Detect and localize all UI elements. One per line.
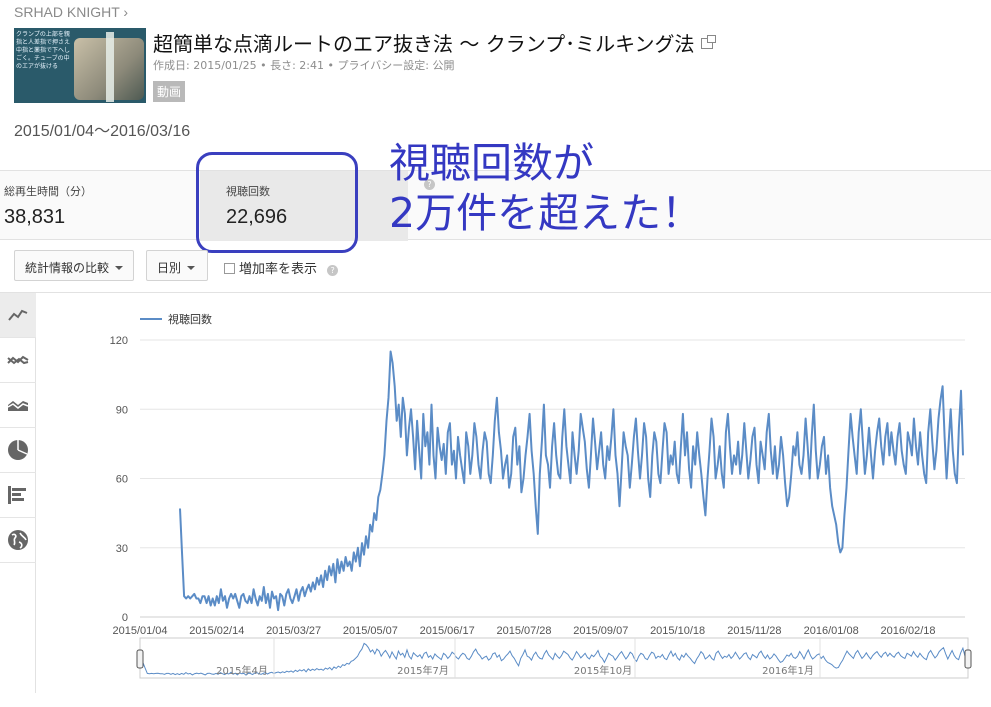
legend: 視聴回数	[140, 312, 212, 326]
chart-type-toolbar	[0, 293, 36, 693]
help-icon[interactable]: ?	[327, 265, 339, 276]
metric-value: 22,696	[226, 206, 288, 228]
metric-label: 総再生時間（分）	[4, 185, 92, 198]
range-navigator[interactable]: 2015年4月 2015年7月 2015年10月 2016年1月	[136, 637, 972, 679]
video-meta: 作成日: 2015/01/25 • 長さ: 2:41 • プライバシー設定: 公…	[153, 59, 455, 72]
y-tick-label: 120	[110, 335, 128, 347]
line-chart-icon[interactable]	[0, 293, 36, 338]
growth-checkbox[interactable]	[224, 263, 235, 274]
pie-chart-icon[interactable]	[0, 428, 36, 473]
range-label: 2015年10月	[574, 664, 632, 677]
chevron-down-icon	[115, 266, 124, 270]
metric-value: 38,831	[4, 206, 66, 228]
y-tick-label: 0	[122, 612, 128, 624]
range-label: 2015年7月	[397, 664, 449, 677]
metric-views[interactable]: 視聴回数 22,696 ?	[200, 171, 435, 241]
range-navigator-line	[142, 642, 966, 676]
area-chart-icon[interactable]	[0, 383, 36, 428]
thumbnail-tube	[106, 32, 114, 102]
compare-metrics-button[interactable]: 統計情報の比較	[14, 250, 134, 281]
y-axis-labels: 0 30 60 90 120	[110, 335, 128, 624]
section-divider	[0, 292, 991, 293]
range-handle-right[interactable]	[964, 649, 972, 669]
legend-label: 視聴回数	[168, 312, 212, 326]
metric-watch-time[interactable]: 総再生時間（分） 38,831 ?	[0, 171, 211, 241]
x-tick-label: 2015/07/28	[496, 625, 551, 637]
metrics-bar: 総再生時間（分） 38,831 ? 視聴回数 22,696 ?	[0, 170, 991, 241]
y-tick-label: 60	[116, 474, 128, 486]
channel-breadcrumb[interactable]: SRHAD KNIGHT ›	[14, 4, 129, 20]
annotation-text: 視聴回数が 2万件を超えた！	[389, 138, 702, 238]
growth-label: 増加率を表示	[239, 262, 318, 277]
x-tick-label: 2015/11/28	[727, 625, 781, 637]
x-tick-label: 2015/06/17	[420, 625, 475, 637]
annotation-line-2: 2万件を超えた！	[389, 189, 703, 237]
x-tick-label: 2015/09/07	[573, 625, 628, 637]
bar-chart-icon[interactable]	[0, 473, 36, 518]
multi-line-icon[interactable]	[0, 338, 36, 383]
x-tick-label: 2015/05/07	[343, 625, 398, 637]
metric-label: 視聴回数	[226, 185, 270, 198]
range-navigator-labels: 2015年4月 2015年7月 2015年10月 2016年1月	[216, 638, 821, 678]
x-tick-label: 2016/01/08	[804, 625, 859, 637]
gridlines	[140, 339, 965, 618]
y-tick-label: 30	[116, 543, 128, 555]
chevron-down-icon	[187, 266, 196, 270]
video-thumbnail[interactable]: クランプの上部を親指と人差指で押さえ中指と薬指で下へしごく。チューブの中のエアが…	[14, 28, 146, 103]
y-tick-label: 90	[116, 404, 128, 416]
interval-dropdown[interactable]: 日別	[146, 250, 208, 281]
globe-icon[interactable]	[0, 518, 36, 563]
video-title[interactable]: 超簡単な点滴ルートのエア抜き法 〜 クランプ･ミルキング法	[153, 28, 716, 57]
x-tick-label: 2015/10/18	[650, 625, 705, 637]
external-link-icon[interactable]	[700, 35, 716, 49]
help-icon[interactable]: ?	[424, 179, 435, 190]
compare-label: 統計情報の比較	[25, 261, 110, 275]
thumbnail-caption: クランプの上部を親指と人差指で押さえ中指と薬指で下へしごく。チューブの中のエアが…	[16, 31, 71, 70]
range-navigator-frame	[139, 637, 969, 679]
x-tick-label: 2016/02/18	[880, 625, 935, 637]
x-tick-label: 2015/03/27	[266, 625, 321, 637]
x-axis-labels: 2015/01/04 2015/02/14 2015/03/27 2015/05/07…	[112, 625, 935, 637]
annotation-line-1: 視聴回数が	[389, 139, 594, 187]
range-label: 2016年1月	[762, 664, 814, 677]
x-tick-label: 2015/01/04	[112, 625, 167, 637]
date-range[interactable]: 2015/01/04〜2016/03/16	[14, 123, 191, 140]
views-series-line	[179, 350, 964, 612]
range-label: 2015年4月	[216, 664, 268, 677]
growth-toggle[interactable]: 増加率を表示 ?	[224, 258, 339, 277]
range-handle-left[interactable]	[136, 649, 144, 669]
views-highlight-box	[196, 152, 358, 253]
interval-label: 日別	[157, 261, 182, 275]
video-title-text: 超簡単な点滴ルートのエア抜き法 〜 クランプ･ミルキング法	[153, 32, 695, 56]
video-type-badge: 動画	[153, 81, 186, 102]
x-tick-label: 2015/02/14	[189, 625, 244, 637]
